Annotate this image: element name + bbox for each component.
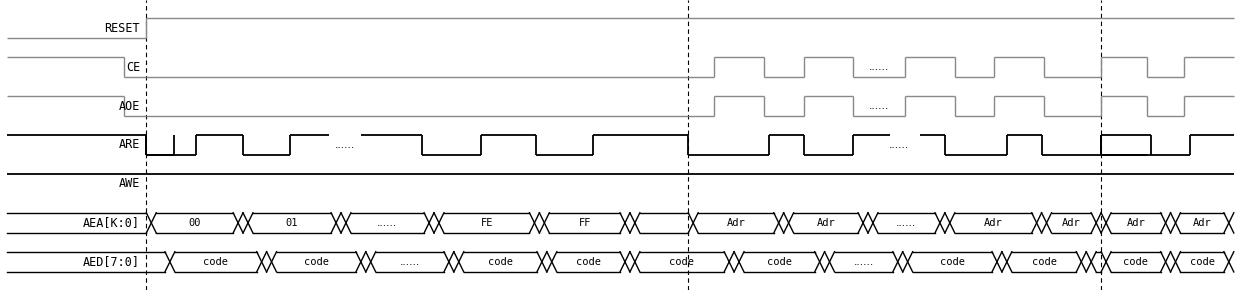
- Text: Adr: Adr: [1061, 218, 1081, 228]
- Text: ......: ......: [889, 140, 909, 150]
- Text: 00: 00: [188, 218, 201, 228]
- Text: 01: 01: [285, 218, 299, 228]
- Text: Adr: Adr: [1126, 218, 1146, 228]
- Text: Adr: Adr: [816, 218, 836, 228]
- Text: RESET: RESET: [104, 22, 140, 35]
- Text: code: code: [575, 257, 601, 267]
- Text: AEA[K:0]: AEA[K:0]: [83, 216, 140, 229]
- Text: FE: FE: [480, 218, 494, 228]
- Text: code: code: [1123, 257, 1148, 267]
- Text: AED[7:0]: AED[7:0]: [83, 255, 140, 268]
- Text: ......: ......: [335, 140, 355, 150]
- Text: CE: CE: [126, 61, 140, 74]
- Text: code: code: [203, 257, 228, 267]
- Text: ARE: ARE: [119, 139, 140, 151]
- Text: ......: ......: [869, 101, 889, 111]
- Text: AOE: AOE: [119, 99, 140, 113]
- Text: code: code: [940, 257, 965, 267]
- Text: ......: ......: [897, 218, 916, 228]
- Text: ......: ......: [853, 257, 874, 267]
- Text: ......: ......: [399, 257, 420, 267]
- Text: Adr: Adr: [727, 218, 745, 228]
- Text: code: code: [304, 257, 329, 267]
- Text: code: code: [766, 257, 792, 267]
- Text: Adr: Adr: [983, 218, 1003, 228]
- Text: code: code: [1032, 257, 1056, 267]
- Text: ......: ......: [377, 218, 398, 228]
- Text: code: code: [1189, 257, 1215, 267]
- Text: code: code: [670, 257, 694, 267]
- Text: FF: FF: [578, 218, 591, 228]
- Text: code: code: [487, 257, 513, 267]
- Text: AWE: AWE: [119, 177, 140, 191]
- Text: Adr: Adr: [1193, 218, 1211, 228]
- Text: ......: ......: [869, 62, 889, 72]
